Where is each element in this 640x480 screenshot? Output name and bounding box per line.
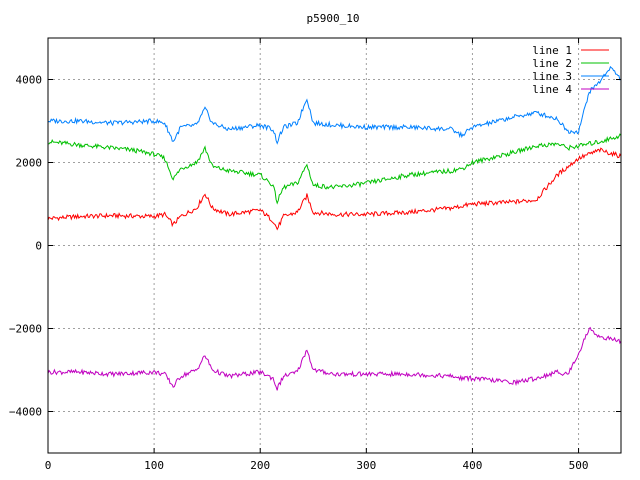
series-group xyxy=(47,65,622,391)
x-axis: 0 100 200 300 400 500 xyxy=(45,38,589,472)
series-line-4 xyxy=(47,326,622,391)
x-tick-label: 400 xyxy=(463,459,483,472)
y-tick-label: 0 xyxy=(35,240,42,253)
x-tick-label: 300 xyxy=(356,459,376,472)
x-tick-label: 500 xyxy=(569,459,589,472)
legend-label-1: line 1 xyxy=(532,44,572,57)
y-axis: −4000 −2000 0 2000 4000 xyxy=(9,74,621,419)
x-tick-label: 100 xyxy=(144,459,164,472)
y-tick-label: 2000 xyxy=(16,157,43,170)
legend-label-2: line 2 xyxy=(532,57,572,70)
x-tick-label: 0 xyxy=(45,459,52,472)
chart-title: p5900_10 xyxy=(307,12,360,25)
y-tick-label: −4000 xyxy=(9,406,42,419)
x-tick-label: 200 xyxy=(250,459,270,472)
grid xyxy=(48,38,621,453)
legend-label-3: line 3 xyxy=(532,70,572,83)
legend-label-4: line 4 xyxy=(532,83,572,96)
series-line-1 xyxy=(47,147,622,231)
series-line-2 xyxy=(47,133,622,205)
y-tick-label: 4000 xyxy=(16,74,43,87)
y-tick-label: −2000 xyxy=(9,323,42,336)
series-line-3 xyxy=(47,65,622,145)
